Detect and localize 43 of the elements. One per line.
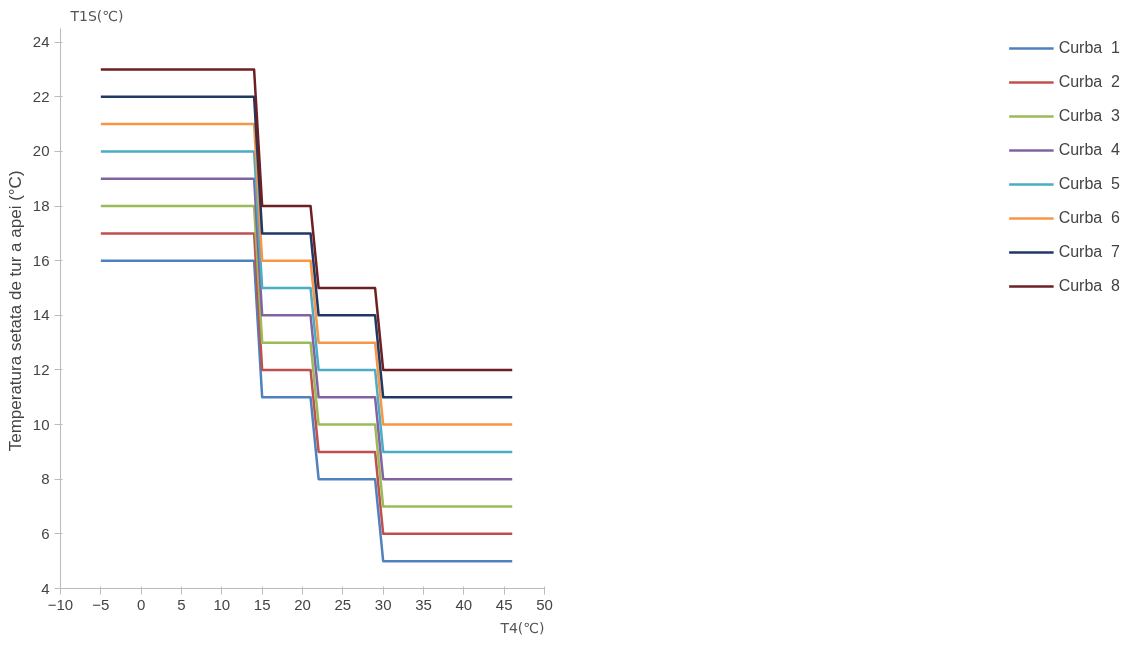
- line-series: [99, 68, 514, 372]
- legend-label: Curba 6: [1058, 209, 1120, 227]
- line-series: [99, 232, 514, 536]
- x-tick-label: 15: [253, 595, 271, 613]
- y-tick-label: 22: [32, 87, 50, 105]
- x-tick-label: 10: [213, 595, 231, 613]
- line-series: [99, 122, 514, 426]
- x-tick-label: 30: [374, 595, 392, 613]
- y-tick-label: 20: [32, 142, 50, 160]
- y-tick-label: 4: [41, 579, 50, 597]
- legend-label: Curba 1: [1058, 39, 1120, 57]
- x-axis-title: T4(℃): [499, 619, 545, 636]
- text: T1S(℃): [69, 7, 124, 24]
- legend-label: Curba 4: [1058, 141, 1120, 159]
- line-series: [99, 259, 514, 563]
- line-series: [99, 204, 514, 508]
- legend-label: Curba 3: [1058, 107, 1120, 125]
- x-tick-label: −5: [92, 595, 110, 613]
- y-tick-label: 12: [32, 360, 50, 378]
- x-tick-label: 45: [495, 595, 513, 613]
- y-axis-title: Temperatura setata de tur a apei (°C): [5, 170, 25, 452]
- y-tick-label: 18: [32, 197, 50, 215]
- x-tick-label: 0: [137, 595, 146, 613]
- x-tick-label: 5: [177, 595, 186, 613]
- x-tick-label: 25: [334, 595, 352, 613]
- line-series: [99, 95, 514, 399]
- x-tick-label: 40: [455, 595, 473, 613]
- y-tick-label: 10: [32, 415, 50, 433]
- legend-label: Curba 5: [1058, 175, 1120, 193]
- x-tick-label: 50: [536, 595, 553, 613]
- line-series: [99, 150, 514, 454]
- legend-label: Curba 2: [1058, 73, 1120, 91]
- y-tick-label: 8: [41, 470, 50, 488]
- y-tick-label: 16: [32, 251, 50, 269]
- x-tick-label: 35: [415, 595, 432, 613]
- line-series: [99, 177, 514, 481]
- legend-label: Curba 8: [1058, 277, 1120, 295]
- x-tick-label: 20: [294, 595, 311, 613]
- legend-label: Curba 7: [1058, 243, 1120, 261]
- x-tick-label: −10: [47, 595, 74, 613]
- y-tick-label: 24: [32, 33, 50, 51]
- y-tick-label: 14: [32, 306, 50, 324]
- y-tick-label: 6: [41, 524, 50, 542]
